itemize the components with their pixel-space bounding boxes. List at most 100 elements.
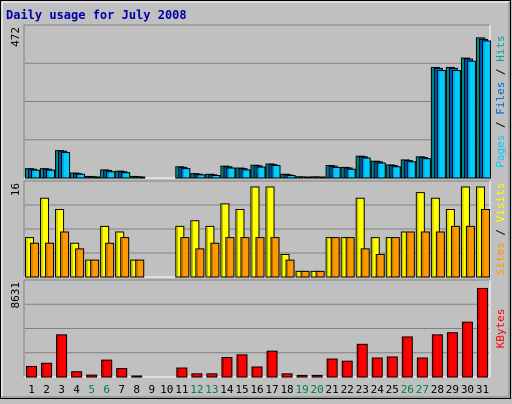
bar-pages-day-3 xyxy=(61,151,71,179)
bar-sites-day-22 xyxy=(345,237,355,278)
x-tick-label-day-6: 6 xyxy=(103,383,110,396)
bar-pages-day-5 xyxy=(91,176,101,179)
bar-pages-day-12 xyxy=(196,174,206,179)
bar-sites-day-18 xyxy=(285,259,295,278)
bar-sites-day-25 xyxy=(390,237,400,278)
panel-max-label: 16 xyxy=(9,183,22,196)
panel-bot: 8631 KBytes xyxy=(9,279,507,378)
x-tick-label-day-2: 2 xyxy=(43,383,50,396)
bar-pages-day-26 xyxy=(406,161,416,179)
panel-legend-label: KBytes xyxy=(494,309,507,349)
bar-kbytes-day-27 xyxy=(416,357,428,378)
bar-sites-day-26 xyxy=(405,231,415,278)
bar-sites-day-5 xyxy=(90,259,100,278)
x-tick-label-day-29: 29 xyxy=(446,383,459,396)
bar-sites-day-28 xyxy=(435,231,445,278)
bar-pages-day-8 xyxy=(136,176,146,179)
bar-kbytes-day-1 xyxy=(26,365,38,378)
bar-sites-day-19 xyxy=(300,270,310,278)
x-tick-label-day-22: 22 xyxy=(341,383,354,396)
bar-sites-day-17 xyxy=(270,237,280,278)
bar-sites-day-23 xyxy=(360,248,370,278)
bar-kbytes-day-30 xyxy=(461,321,473,378)
bar-kbytes-day-3 xyxy=(56,334,68,378)
legend-entry: Hits xyxy=(494,35,507,62)
bar-kbytes-day-4 xyxy=(71,371,83,378)
bar-sites-day-29 xyxy=(450,225,460,278)
bar-kbytes-day-14 xyxy=(221,356,233,378)
bar-sites-day-2 xyxy=(45,242,55,278)
legend-entry: / xyxy=(494,222,507,242)
x-tick-label-day-15: 15 xyxy=(235,383,248,396)
x-tick-label-day-14: 14 xyxy=(220,383,234,396)
x-tick-label-day-21: 21 xyxy=(326,383,339,396)
x-tick-label-day-25: 25 xyxy=(386,383,399,396)
bar-kbytes-day-23 xyxy=(356,343,368,378)
x-tick-label-day-26: 26 xyxy=(401,383,414,396)
x-tick-label-day-3: 3 xyxy=(58,383,65,396)
x-tick-label-day-7: 7 xyxy=(118,383,125,396)
bar-sites-day-31 xyxy=(480,209,490,278)
bar-visits-day-16 xyxy=(250,186,260,278)
x-tick-label-day-28: 28 xyxy=(431,383,444,396)
bar-sites-day-12 xyxy=(195,248,205,278)
bar-pages-day-15 xyxy=(241,169,251,179)
x-tick-label-day-13: 13 xyxy=(205,383,218,396)
bar-pages-day-13 xyxy=(211,175,221,179)
x-tick-label-day-24: 24 xyxy=(371,383,385,396)
bar-pages-day-29 xyxy=(451,70,461,179)
bar-sites-day-16 xyxy=(255,237,265,278)
bar-kbytes-day-7 xyxy=(116,368,128,378)
bar-sites-day-13 xyxy=(210,242,220,278)
x-tick-label-day-10: 10 xyxy=(160,383,173,396)
bar-sites-day-20 xyxy=(315,270,325,278)
bar-kbytes-day-29 xyxy=(446,332,458,378)
bar-visits-day-23 xyxy=(355,197,365,278)
x-tick-label-day-17: 17 xyxy=(265,383,278,396)
x-tick-label-day-5: 5 xyxy=(88,383,95,396)
bar-kbytes-day-26 xyxy=(401,336,413,378)
bar-kbytes-day-28 xyxy=(431,334,443,378)
bar-kbytes-day-24 xyxy=(371,357,383,378)
bar-kbytes-day-6 xyxy=(101,359,113,378)
bar-sites-day-7 xyxy=(120,237,130,278)
bar-sites-day-6 xyxy=(105,242,115,278)
x-tick-label-day-23: 23 xyxy=(356,383,369,396)
bar-pages-day-4 xyxy=(76,173,86,179)
panel-max-label: 472 xyxy=(9,27,22,47)
chart-title: Daily usage for July 2008 xyxy=(6,8,187,22)
bar-visits-day-2 xyxy=(40,197,50,278)
bar-sites-day-4 xyxy=(75,248,85,278)
x-tick-label-day-18: 18 xyxy=(280,383,293,396)
panel-max-label: 8631 xyxy=(9,282,22,309)
bar-pages-day-14 xyxy=(226,167,236,179)
legend-entry: Pages xyxy=(494,135,507,168)
bar-sites-day-11 xyxy=(180,237,190,278)
bar-pages-day-22 xyxy=(346,168,356,179)
bar-sites-day-30 xyxy=(465,225,475,278)
bar-pages-day-17 xyxy=(271,165,281,179)
bar-visits-day-17 xyxy=(265,186,275,278)
bar-pages-day-2 xyxy=(46,169,56,179)
bar-kbytes-day-8 xyxy=(131,375,143,378)
bar-kbytes-day-11 xyxy=(176,367,188,378)
x-tick-label-day-19: 19 xyxy=(295,383,308,396)
bar-kbytes-day-25 xyxy=(386,356,398,378)
bar-kbytes-day-18 xyxy=(281,373,293,378)
x-tick-label-day-27: 27 xyxy=(416,383,429,396)
bar-pages-day-25 xyxy=(391,166,401,179)
x-tick-label-day-11: 11 xyxy=(175,383,188,396)
bar-sites-day-21 xyxy=(330,237,340,278)
bar-kbytes-day-22 xyxy=(341,360,353,378)
bar-pages-day-28 xyxy=(436,70,446,179)
bar-kbytes-day-20 xyxy=(311,374,323,378)
x-tick-label-day-9: 9 xyxy=(148,383,155,396)
bar-pages-day-18 xyxy=(286,175,296,179)
bar-pages-day-1 xyxy=(31,169,40,179)
legend-entry: Files xyxy=(494,82,507,115)
bar-kbytes-day-13 xyxy=(206,373,218,378)
legend-entry: KBytes xyxy=(494,309,507,349)
bar-pages-day-24 xyxy=(376,162,386,179)
